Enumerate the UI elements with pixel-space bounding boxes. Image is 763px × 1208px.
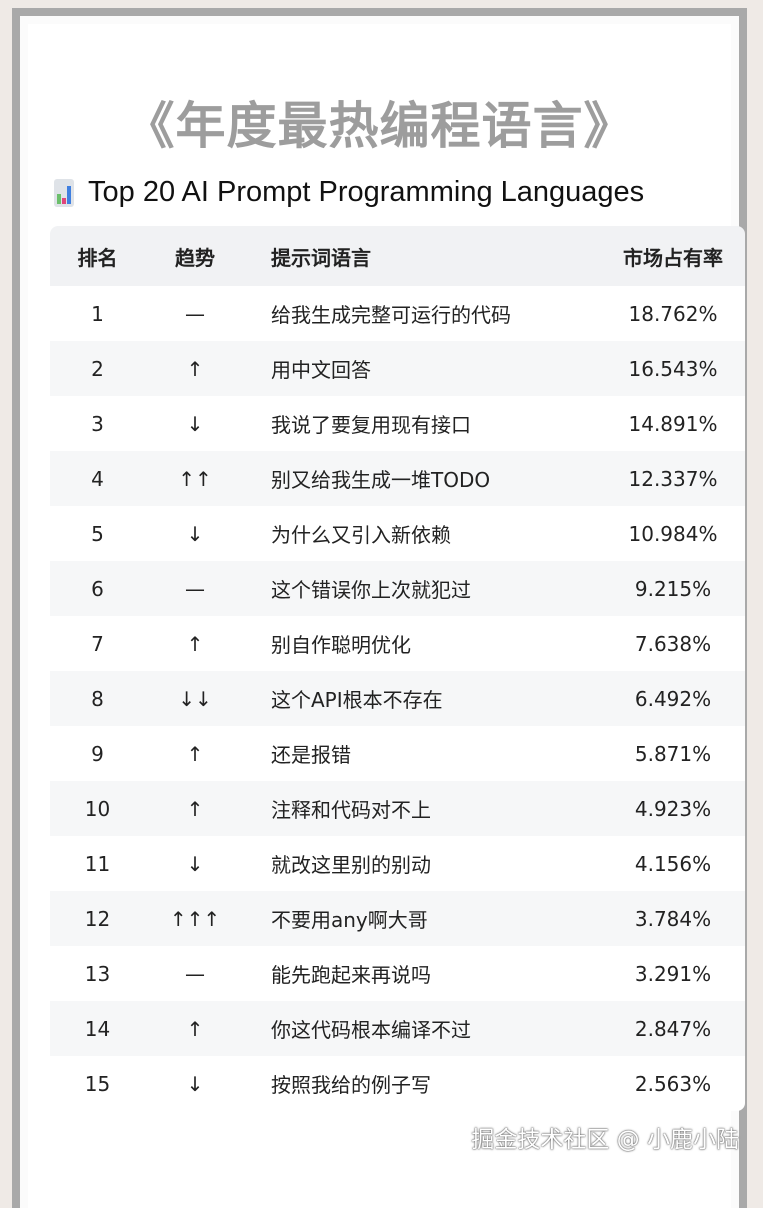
rank-cell: 8: [91, 686, 104, 711]
subtitle-text: Top 20 AI Prompt Programming Languages: [88, 176, 645, 208]
table-row: 12 ↑↑↑ 不要用any啊大哥 3.784%: [50, 891, 745, 946]
share-cell: 3.291%: [634, 961, 712, 986]
share-cell: 4.923%: [634, 796, 712, 821]
prompt-cell: 你这代码根本编译不过: [271, 1018, 471, 1042]
table-header: 排名 趋势 提示词语言 市场占有率: [50, 226, 745, 286]
trend-cell: ↑: [186, 796, 204, 821]
rank-cell: 9: [91, 741, 104, 766]
trend-cell: ↑: [186, 356, 204, 381]
table-row: 10 ↑ 注释和代码对不上 4.923%: [50, 781, 745, 836]
share-cell: 16.543%: [628, 356, 718, 381]
prompt-cell: 这个错误你上次就犯过: [271, 578, 471, 602]
rank-cell: 5: [91, 521, 104, 546]
image-frame: 《年度最热编程语言》 Top 20 AI Prompt Programming …: [12, 8, 747, 1208]
prompt-cell: 就改这里别的别动: [271, 853, 431, 877]
table-row: 11 ↓ 就改这里别的别动 4.156%: [50, 836, 745, 891]
header-prompt: 提示词语言: [271, 245, 371, 270]
share-cell: 9.215%: [634, 576, 712, 601]
share-cell: 2.847%: [634, 1016, 712, 1041]
prompt-cell: 别自作聪明优化: [271, 633, 411, 657]
share-cell: 10.984%: [628, 521, 718, 546]
header-rank: 排名: [77, 245, 118, 270]
rank-cell: 1: [91, 301, 104, 326]
trend-cell: —: [185, 961, 205, 986]
prompt-cell: 不要用any啊大哥: [271, 908, 428, 932]
prompt-cell: 还是报错: [271, 743, 351, 767]
watermark: 掘金技术社区 @ 小鹿小陆: [471, 1127, 739, 1153]
rank-cell: 3: [91, 411, 104, 436]
prompt-cell: 我说了要复用现有接口: [271, 413, 471, 437]
rank-cell: 2: [91, 356, 104, 381]
card: 《年度最热编程语言》 Top 20 AI Prompt Programming …: [28, 24, 745, 1208]
trend-cell: ↓: [186, 411, 204, 436]
share-cell: 14.891%: [628, 411, 718, 436]
rank-cell: 6: [91, 576, 104, 601]
table-row: 7 ↑ 别自作聪明优化 7.638%: [50, 616, 745, 671]
trend-cell: ↑: [186, 631, 204, 656]
share-cell: 6.492%: [634, 686, 712, 711]
banner-title: 《年度最热编程语言》: [124, 97, 635, 155]
table-row: 6 — 这个错误你上次就犯过 9.215%: [50, 561, 745, 616]
prompt-cell: 为什么又引入新依赖: [271, 523, 451, 547]
trend-cell: ↑: [186, 1016, 204, 1041]
table-row: 3 ↓ 我说了要复用现有接口 14.891%: [50, 396, 745, 451]
prompt-cell: 能先跑起来再说吗: [271, 963, 431, 987]
bar-chart-icon: [54, 178, 74, 207]
trend-cell: ↓↓: [178, 686, 212, 711]
prompt-cell: 给我生成完整可运行的代码: [271, 303, 511, 327]
rank-cell: 10: [84, 796, 111, 821]
trend-cell: ↑↑: [178, 466, 212, 491]
rank-cell: 15: [84, 1071, 111, 1096]
header-share: 市场占有率: [623, 245, 723, 270]
table-row: 4 ↑↑ 别又给我生成一堆TODO 12.337%: [50, 451, 745, 506]
share-cell: 18.762%: [628, 301, 718, 326]
share-cell: 2.563%: [634, 1071, 712, 1096]
table-row: 9 ↑ 还是报错 5.871%: [50, 726, 745, 781]
share-cell: 12.337%: [628, 466, 718, 491]
share-cell: 5.871%: [634, 741, 712, 766]
trend-cell: —: [185, 576, 205, 601]
trend-cell: ↓: [186, 1071, 204, 1096]
prompt-cell: 按照我给的例子写: [271, 1073, 431, 1097]
prompt-cell: 这个API根本不存在: [271, 688, 443, 712]
table-row: 14 ↑ 你这代码根本编译不过 2.847%: [50, 1001, 745, 1056]
table-row: 1 — 给我生成完整可运行的代码 18.762%: [50, 286, 745, 341]
share-cell: 3.784%: [634, 906, 712, 931]
trend-cell: ↑↑↑: [169, 906, 221, 931]
subtitle: Top 20 AI Prompt Programming Languages: [54, 176, 644, 209]
table-row: 8 ↓↓ 这个API根本不存在 6.492%: [50, 671, 745, 726]
rank-cell: 14: [84, 1016, 111, 1041]
prompt-cell: 别又给我生成一堆TODO: [271, 468, 491, 492]
table-row: 13 — 能先跑起来再说吗 3.291%: [50, 946, 745, 1001]
header-trend: 趋势: [175, 245, 215, 270]
rank-cell: 7: [91, 631, 104, 656]
table-row: 5 ↓ 为什么又引入新依赖 10.984%: [50, 506, 745, 561]
trend-cell: —: [185, 301, 205, 326]
rank-cell: 12: [84, 906, 111, 931]
trend-cell: ↑: [186, 741, 204, 766]
rank-cell: 11: [84, 851, 111, 876]
table-row: 15 ↓ 按照我给的例子写 2.563%: [50, 1056, 745, 1111]
share-cell: 7.638%: [634, 631, 712, 656]
prompt-cell: 用中文回答: [271, 358, 371, 382]
table-row: 2 ↑ 用中文回答 16.543%: [50, 341, 745, 396]
trend-cell: ↓: [186, 851, 204, 876]
prompt-cell: 注释和代码对不上: [271, 798, 431, 822]
ranking-table: 排名 趋势 提示词语言 市场占有率 1 — 给我生成完整可运行的代码 18.762% 2…: [50, 226, 745, 1111]
rank-cell: 4: [91, 466, 104, 491]
share-cell: 4.156%: [634, 851, 712, 876]
trend-cell: ↓: [186, 521, 204, 546]
rank-cell: 13: [84, 961, 111, 986]
